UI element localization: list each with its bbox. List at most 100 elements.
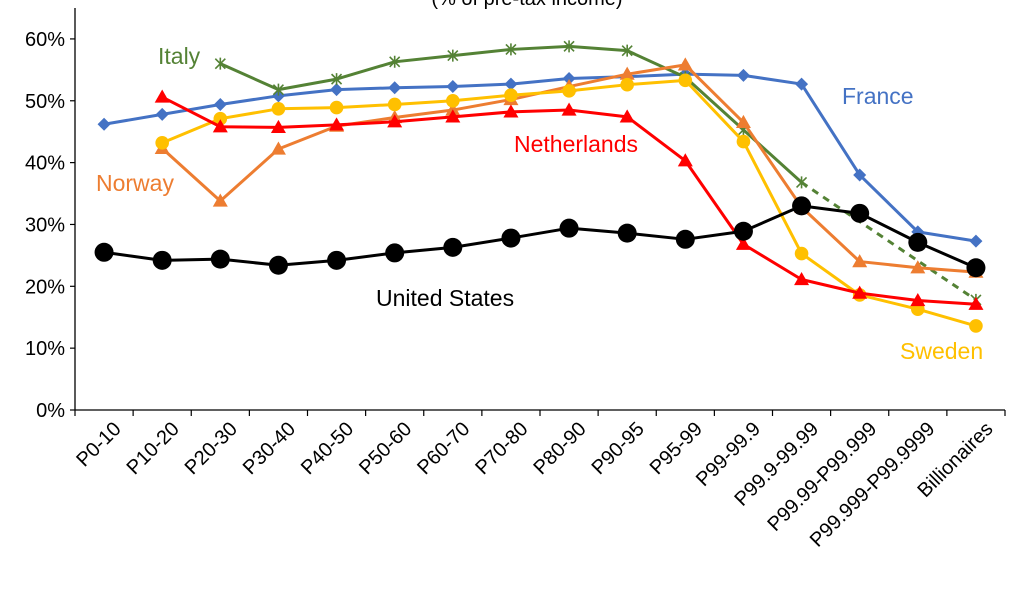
series-line xyxy=(103,72,977,243)
data-point xyxy=(910,260,926,274)
y-tick-label: 40% xyxy=(25,153,65,175)
data-point xyxy=(736,134,751,149)
data-point xyxy=(155,136,169,150)
data-point xyxy=(794,246,809,261)
series-label-france: France xyxy=(842,83,914,109)
y-tick-label: 30% xyxy=(25,214,65,236)
data-point xyxy=(678,73,693,88)
data-point xyxy=(735,114,751,129)
data-point xyxy=(733,221,753,241)
data-point xyxy=(562,72,576,86)
data-point xyxy=(327,250,347,270)
data-point xyxy=(792,196,812,216)
data-point xyxy=(329,100,344,115)
series-label-sweden: Sweden xyxy=(900,338,983,364)
y-tick-label: 10% xyxy=(25,338,65,360)
data-point xyxy=(969,319,983,333)
data-point xyxy=(270,141,286,155)
x-tick-label: P60-70 xyxy=(413,418,474,479)
y-tick-label: 50% xyxy=(25,91,65,113)
series-labels: France Italy Norway Sweden Netherlands United… xyxy=(96,43,983,364)
data-point xyxy=(388,81,402,95)
series-label-norway: Norway xyxy=(96,170,174,196)
data-point xyxy=(214,57,226,70)
data-point xyxy=(387,114,403,128)
series-sweden xyxy=(155,73,983,333)
data-point xyxy=(212,119,228,133)
data-point xyxy=(443,237,463,257)
data-point xyxy=(503,104,519,118)
data-point xyxy=(559,218,579,238)
series-line xyxy=(103,204,977,270)
data-point xyxy=(968,296,984,310)
data-point xyxy=(97,117,111,131)
data-point xyxy=(853,168,867,182)
data-point xyxy=(563,40,575,53)
series-label-italy: Italy xyxy=(158,43,201,69)
data-point xyxy=(210,249,230,269)
x-tick-label: P30-40 xyxy=(239,418,300,479)
data-point xyxy=(385,243,405,263)
data-point xyxy=(966,258,986,278)
data-point xyxy=(152,250,172,270)
x-tick-label: P50-60 xyxy=(355,418,416,479)
series-layer xyxy=(94,40,986,333)
data-point xyxy=(213,97,227,111)
x-tick-label: P90-95 xyxy=(588,418,649,479)
data-point xyxy=(619,66,635,80)
data-point xyxy=(446,93,460,108)
data-point xyxy=(94,242,114,262)
data-point xyxy=(271,102,286,116)
data-point xyxy=(505,43,517,56)
data-point xyxy=(330,83,344,97)
data-point xyxy=(677,57,693,71)
x-tick-label: P70-80 xyxy=(471,418,532,479)
x-tick-label: P40-50 xyxy=(297,418,358,479)
data-point xyxy=(852,285,868,299)
data-point xyxy=(850,203,870,223)
data-point xyxy=(621,44,633,57)
x-tick-label: P20-30 xyxy=(181,418,242,479)
data-point xyxy=(619,109,635,123)
data-point xyxy=(447,49,459,62)
data-point xyxy=(562,84,576,98)
data-point xyxy=(155,107,169,121)
data-point xyxy=(617,223,637,243)
data-point xyxy=(445,109,461,123)
data-point xyxy=(387,97,402,112)
data-point xyxy=(675,229,695,249)
chart-title: (% of pre-tax income) xyxy=(431,0,622,10)
data-point xyxy=(795,77,809,91)
data-point xyxy=(272,83,285,96)
data-point xyxy=(389,55,401,68)
series-netherlands xyxy=(154,89,984,310)
data-point xyxy=(736,68,750,82)
data-point xyxy=(213,111,228,126)
y-tick-label: 0% xyxy=(36,400,65,422)
data-point xyxy=(445,102,461,116)
data-point xyxy=(794,272,810,286)
data-point xyxy=(620,77,634,92)
data-point xyxy=(561,102,577,116)
data-point xyxy=(330,73,343,86)
data-point xyxy=(154,89,170,103)
x-tick-label: P80-90 xyxy=(529,418,590,479)
series-line xyxy=(161,95,977,306)
data-point xyxy=(446,80,460,94)
data-point xyxy=(268,255,288,275)
data-point xyxy=(329,117,345,131)
data-point xyxy=(969,234,983,248)
data-point xyxy=(677,153,693,167)
data-point xyxy=(212,193,228,207)
data-point xyxy=(270,119,286,133)
series-label-united-states: United States xyxy=(376,285,514,311)
y-tick-label: 20% xyxy=(25,276,65,298)
data-point xyxy=(852,254,868,268)
data-point xyxy=(504,77,518,91)
data-point xyxy=(504,88,518,103)
series-line-dashed xyxy=(800,181,977,302)
series-united-states xyxy=(94,196,986,278)
data-point xyxy=(795,176,808,189)
series-line xyxy=(161,78,977,328)
